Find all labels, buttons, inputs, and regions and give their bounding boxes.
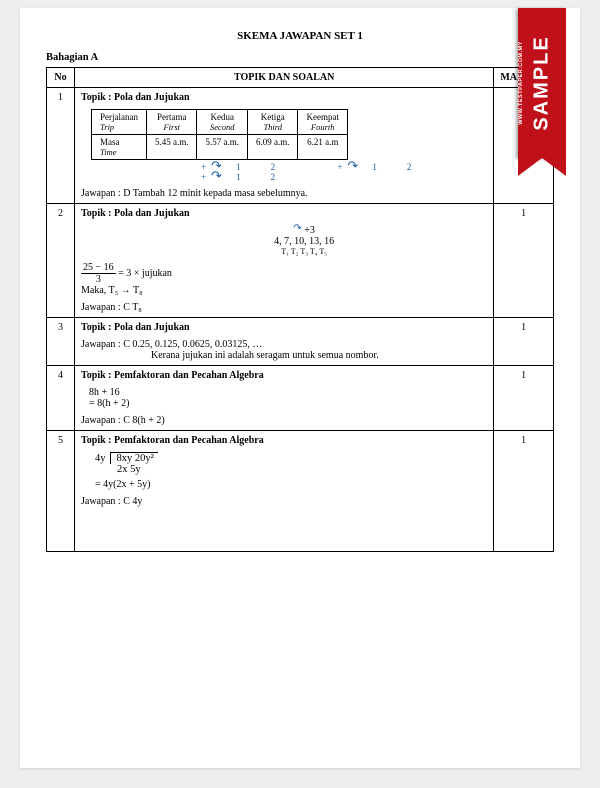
trip-row1-label: Perjalanan <box>100 112 138 122</box>
sequence: 4, 7, 10, 13, 16 <box>121 236 487 247</box>
trip-table: Perjalanan Trip PertamaFirst KeduaSecond… <box>91 109 348 160</box>
q5-answer: Jawapan : C 4y <box>81 496 487 507</box>
q-topic: Topik : Pola dan Jujukan <box>81 208 487 219</box>
plus12-arrows: +12 +12 +12 <box>201 162 487 182</box>
col-no-header: No <box>47 68 75 88</box>
q2-answer: Jawapan : C T₈ <box>81 302 487 313</box>
q-body: Topik : Pemfaktoran dan Pecahan Algebra … <box>75 366 494 431</box>
q-body: Topik : Pola dan Jujukan Jawapan : C 0.2… <box>75 318 494 366</box>
table-row: 5 Topik : Pemfaktoran dan Pecahan Algebr… <box>47 431 554 552</box>
trip-row2-label: Masa <box>100 137 120 147</box>
ribbon-url: WWW.TESTPAPER.COM.MY <box>518 41 524 125</box>
q-body: Topik : Pola dan Jujukan Perjalanan Trip… <box>75 88 494 204</box>
q4-answer: Jawapan : C 8(h + 2) <box>81 415 487 426</box>
plus3-arrow-icon: ↷ <box>293 223 301 234</box>
q-body: Topik : Pola dan Jujukan ↷ +3 4, 7, 10, … <box>75 204 494 318</box>
q-no: 4 <box>47 366 75 431</box>
q-topic: Topik : Pola dan Jujukan <box>81 92 487 103</box>
trip-row1-en: Trip <box>100 122 138 132</box>
q-body: Topik : Pemfaktoran dan Pecahan Algebra … <box>75 431 494 552</box>
sample-ribbon: SAMPLE WWW.TESTPAPER.COM.MY <box>518 8 566 158</box>
q3-answer: Jawapan : C 0.25, 0.125, 0.0625, 0.03125… <box>81 339 487 350</box>
fraction: 25 − 16 3 <box>81 262 116 285</box>
q1-answer: Jawapan : D Tambah 12 minit kepada masa … <box>81 188 487 199</box>
q-mark: 1 <box>494 366 554 431</box>
q-no: 1 <box>47 88 75 204</box>
q-topic: Topik : Pemfaktoran dan Pecahan Algebra <box>81 370 487 381</box>
q-no: 3 <box>47 318 75 366</box>
q-no: 5 <box>47 431 75 552</box>
q-topic: Topik : Pola dan Jujukan <box>81 322 487 333</box>
q-mark: 1 <box>494 318 554 366</box>
q-mark: 1 <box>494 431 554 552</box>
q-mark: 1 <box>494 204 554 318</box>
document-page: SKEMA JAWAPAN SET 1 Bahagian A No TOPIK … <box>20 8 580 768</box>
table-row: 2 Topik : Pola dan Jujukan ↷ +3 4, 7, 10… <box>47 204 554 318</box>
col-topic-header: TOPIK DAN SOALAN <box>75 68 494 88</box>
table-row: 3 Topik : Pola dan Jujukan Jawapan : C 0… <box>47 318 554 366</box>
section-label: Bahagian A <box>46 52 554 63</box>
trip-row2-en: Time <box>100 147 138 157</box>
q-topic: Topik : Pemfaktoran dan Pecahan Algebra <box>81 435 487 446</box>
q-no: 2 <box>47 204 75 318</box>
table-row: 1 Topik : Pola dan Jujukan Perjalanan Tr… <box>47 88 554 204</box>
long-division: 4y8xy 20y² 2x 5y <box>95 452 158 475</box>
q3-reason: Kerana jujukan ini adalah seragam untuk … <box>151 350 487 361</box>
table-row: 4 Topik : Pemfaktoran dan Pecahan Algebr… <box>47 366 554 431</box>
sequence-sub: T₁ T₂ T₃ T₄ T₅ <box>121 247 487 256</box>
page-title: SKEMA JAWAPAN SET 1 <box>46 30 554 42</box>
ribbon-text: SAMPLE <box>531 35 554 130</box>
answer-table: No TOPIK DAN SOALAN MARKAH 1 Topik : Pol… <box>46 67 554 552</box>
q2-maka: Maka, T₅ → T₈ <box>81 285 487 296</box>
